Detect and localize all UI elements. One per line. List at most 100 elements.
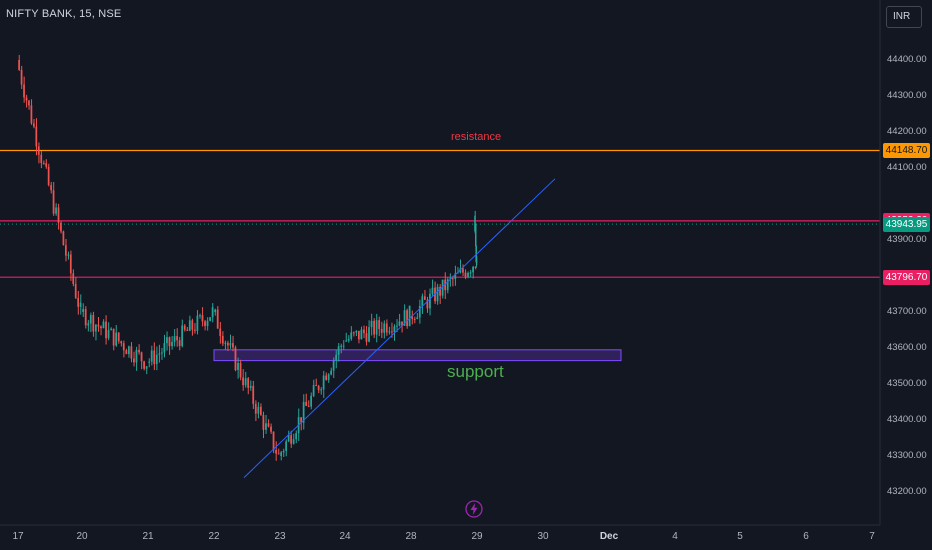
candle-body bbox=[383, 323, 386, 333]
candle-body bbox=[282, 450, 285, 453]
candle-body bbox=[315, 385, 317, 387]
lightning-bolt-icon[interactable] bbox=[465, 500, 483, 518]
time-tick-label: 20 bbox=[76, 531, 88, 542]
time-tick-label: 24 bbox=[339, 531, 351, 542]
price-tick-label: 44300.00 bbox=[887, 90, 927, 101]
candle-body bbox=[239, 362, 242, 378]
candle-body bbox=[62, 231, 65, 246]
candle-body bbox=[295, 433, 297, 440]
candle-body bbox=[105, 321, 107, 339]
candle-body bbox=[224, 342, 227, 344]
candle-body bbox=[360, 329, 363, 340]
candle-body bbox=[40, 154, 43, 164]
candle-body bbox=[45, 163, 48, 167]
candle-body bbox=[33, 123, 35, 127]
candle-body bbox=[265, 423, 267, 430]
candle-body bbox=[100, 326, 102, 329]
candle-body bbox=[411, 315, 414, 319]
time-tick-label: 5 bbox=[737, 531, 743, 542]
price-tick-label: 44400.00 bbox=[887, 54, 927, 65]
candle-body bbox=[401, 321, 403, 326]
time-tick-label: 23 bbox=[274, 531, 286, 542]
currency-button[interactable]: INR bbox=[886, 6, 922, 28]
price-level-badge: 44148.70 bbox=[883, 142, 930, 158]
candle-body bbox=[69, 254, 72, 274]
candle-body bbox=[363, 329, 365, 334]
support-zone-rect bbox=[213, 349, 622, 362]
candle-body bbox=[214, 309, 217, 312]
time-tick-label: 22 bbox=[208, 531, 220, 542]
trendline-layer bbox=[243, 178, 556, 478]
candle-body bbox=[140, 352, 143, 362]
candle-body bbox=[52, 190, 55, 214]
candle-body bbox=[133, 358, 135, 363]
candle-body bbox=[211, 307, 214, 318]
candle-body bbox=[153, 350, 156, 365]
candle-body bbox=[232, 343, 234, 348]
support-label: support bbox=[447, 362, 504, 381]
time-tick-label: 29 bbox=[471, 531, 483, 542]
candle-body bbox=[92, 315, 95, 332]
candle-body bbox=[320, 389, 322, 391]
candle-body bbox=[79, 302, 82, 307]
candle-body bbox=[191, 320, 194, 330]
time-tick-label: 7 bbox=[869, 531, 875, 542]
candle-body bbox=[183, 325, 186, 330]
candle-body bbox=[454, 273, 457, 280]
candle-body bbox=[307, 405, 310, 407]
candle-body bbox=[254, 403, 257, 414]
candle-body bbox=[163, 343, 166, 353]
candle-body bbox=[94, 324, 97, 332]
candle-body bbox=[168, 337, 171, 347]
candle-body bbox=[365, 333, 368, 342]
candle-body bbox=[277, 453, 280, 455]
candle-body bbox=[332, 360, 335, 371]
candle-body bbox=[330, 370, 332, 375]
candle-body bbox=[148, 361, 151, 363]
candle-body bbox=[247, 378, 250, 388]
candle-body bbox=[340, 345, 342, 347]
price-level-badge: 43796.70 bbox=[883, 269, 930, 285]
candle-body bbox=[199, 315, 201, 317]
candle-body bbox=[135, 349, 138, 363]
candle-body bbox=[327, 374, 330, 380]
price-tick-label: 43700.00 bbox=[887, 306, 927, 317]
candle-body bbox=[275, 449, 277, 454]
candle-body bbox=[143, 361, 145, 369]
candle-body bbox=[393, 326, 396, 333]
candle-body bbox=[426, 299, 429, 309]
candle-body bbox=[145, 366, 148, 369]
candle-body bbox=[201, 315, 204, 322]
candle-body bbox=[300, 417, 302, 423]
candle-body bbox=[125, 350, 128, 355]
candle-body bbox=[436, 286, 439, 302]
time-tick-label: Dec bbox=[599, 531, 619, 542]
candle-body bbox=[249, 385, 252, 388]
candle-body bbox=[474, 266, 477, 268]
candle-body bbox=[262, 415, 265, 430]
candle-body bbox=[237, 362, 239, 371]
candle-body bbox=[67, 254, 70, 256]
candle-body bbox=[50, 185, 52, 191]
candle-body bbox=[25, 97, 28, 101]
candle-body bbox=[469, 272, 472, 274]
candle-body bbox=[226, 342, 229, 346]
symbol-title: NIFTY BANK, 15, NSE bbox=[6, 8, 122, 20]
candle-body bbox=[474, 215, 476, 232]
time-tick-label: 4 bbox=[672, 531, 678, 542]
price-tick-label: 44100.00 bbox=[887, 162, 927, 173]
candle-body bbox=[285, 441, 287, 451]
candle-body bbox=[390, 331, 393, 333]
candle-body bbox=[317, 385, 320, 391]
candle-body bbox=[234, 347, 237, 371]
candle-body bbox=[97, 324, 100, 327]
candle-body bbox=[467, 272, 469, 277]
candle-body bbox=[378, 320, 381, 329]
candle-body bbox=[355, 330, 358, 333]
candle-body bbox=[112, 328, 115, 346]
candle-body bbox=[181, 325, 184, 347]
candle-body bbox=[305, 401, 307, 406]
candle-body bbox=[259, 406, 262, 416]
price-tick-label: 44200.00 bbox=[887, 126, 927, 137]
